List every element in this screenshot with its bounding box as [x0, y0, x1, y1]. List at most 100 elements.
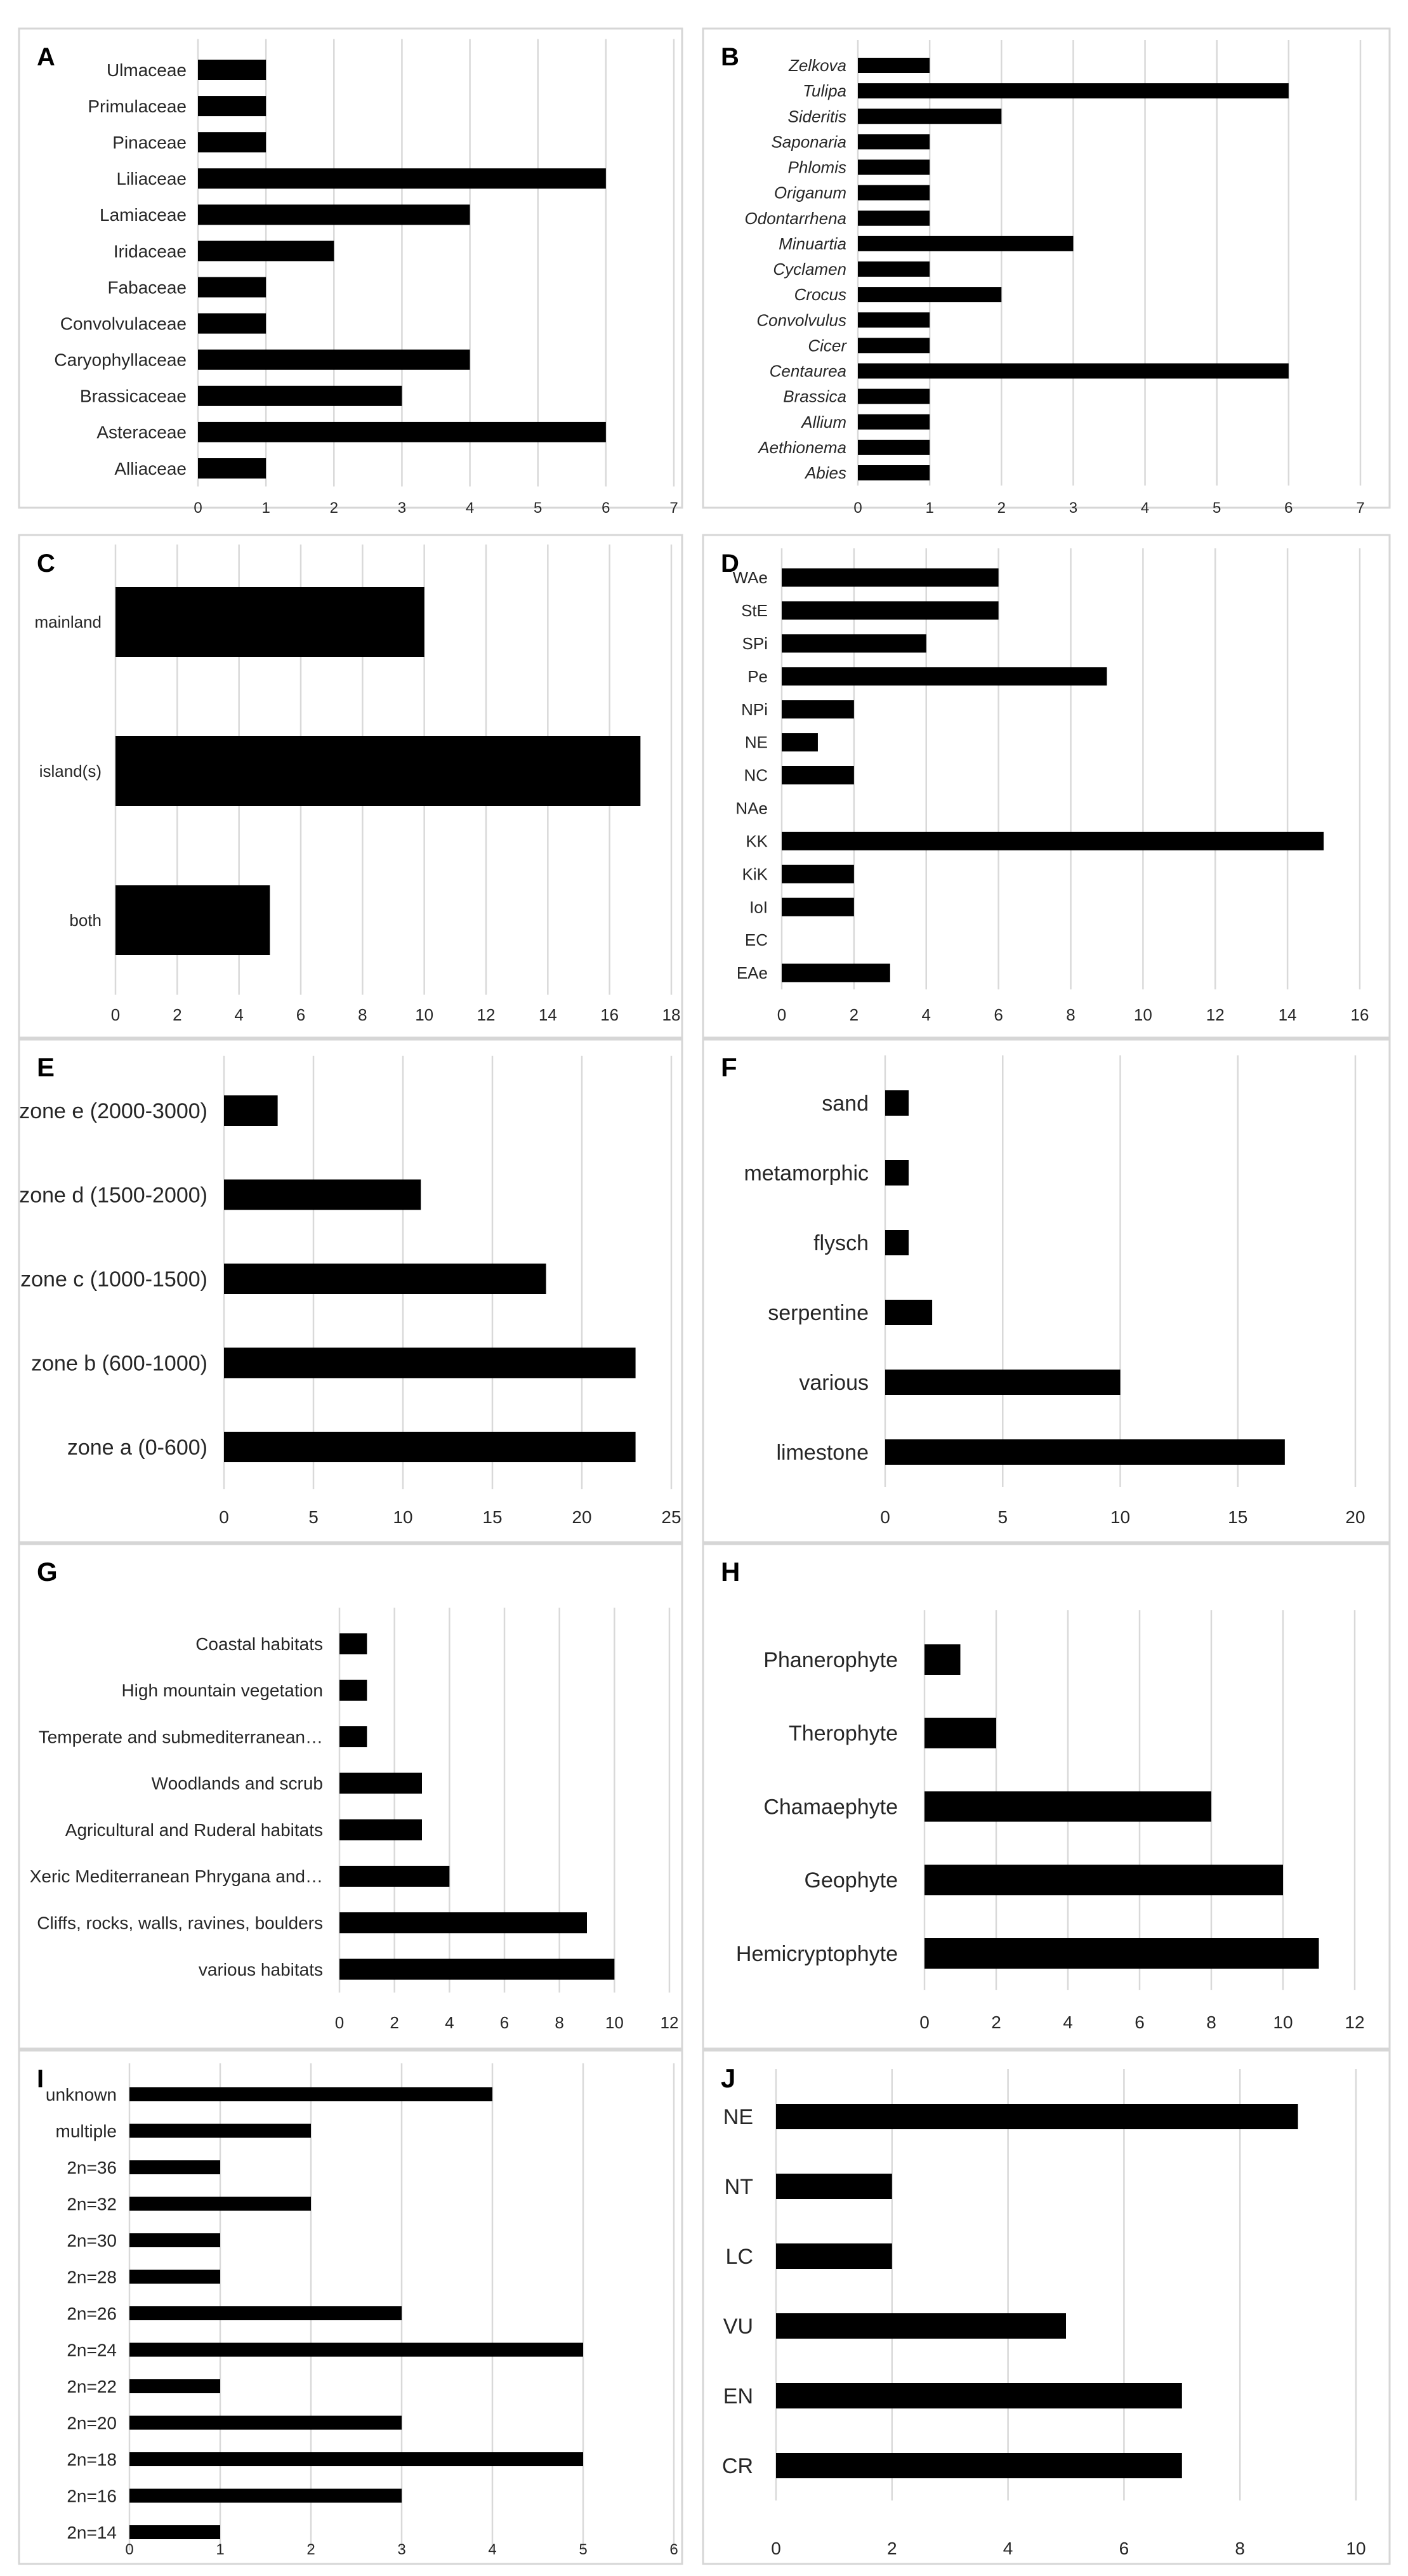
panel-e-tick-label-25: 25 — [661, 1507, 681, 1527]
panel-a-tick-label-7: 7 — [669, 499, 678, 517]
panel-j-bar-ne — [776, 2104, 1298, 2129]
panel-j-frame — [702, 2049, 1391, 2565]
panel-h-tick-label-10: 10 — [1273, 2012, 1293, 2032]
panel-a-bar-pinaceae — [198, 132, 266, 153]
panel-j-category-label-ne: NE — [723, 2105, 753, 2129]
panel-d-bar-npi — [782, 700, 854, 719]
panel-b-tick-label-4: 4 — [1141, 499, 1149, 517]
panel-j-category-label-nt: NT — [725, 2175, 753, 2199]
panel-d-category-label-spi: SPi — [742, 634, 768, 653]
panel-c-tick-label-16: 16 — [600, 1005, 619, 1024]
panel-e-letter: E — [37, 1052, 55, 1082]
panel-b: B 0 1 2 3 4 5 6 7 Zelkova Tulipa Sideritis Saponaria… — [702, 27, 1391, 517]
panel-a-category-label-convolvulaceae: Convolvulaceae — [60, 314, 187, 333]
panel-d-category-label-ne: NE — [745, 733, 768, 752]
panel-b-category-label-convolvulus: Convolvulus — [756, 310, 846, 329]
panel-f-tick-label-10: 10 — [1110, 1507, 1130, 1527]
panel-a-category-label-fabaceae: Fabaceae — [107, 277, 187, 297]
panel-f-category-label-metamorphic: metamorphic — [744, 1161, 869, 1186]
panel-a-bar-alliaceae — [198, 458, 266, 479]
panel-a-category-label-pinaceae: Pinaceae — [112, 133, 187, 152]
panel-c-bar-both — [115, 885, 270, 955]
panel-a-category-label-alliaceae: Alliaceae — [114, 459, 187, 479]
panel-d-category-label-ioi: IoI — [749, 897, 768, 916]
panel-j-bar-vu — [776, 2313, 1066, 2339]
panel-e-category-label-zone-c-1000-1500: zone c (1000-1500) — [20, 1267, 207, 1291]
panel-f-bar-various — [885, 1370, 1121, 1395]
panel-f-tick-label-15: 15 — [1228, 1507, 1247, 1527]
panel-a-category-label-caryophyllaceae: Caryophyllaceae — [54, 350, 187, 370]
panel-i-bar-multiple — [129, 2124, 311, 2138]
panel-c-category-label-island-s: island(s) — [39, 762, 102, 781]
panel-h-category-label-hemicryptophyte: Hemicryptophyte — [736, 1942, 898, 1966]
panel-d-tick-label-4: 4 — [922, 1005, 931, 1024]
panel-b-bar-origanum — [858, 185, 930, 201]
panel-h-tick-label-6: 6 — [1135, 2012, 1145, 2032]
panel-g-tick-label-8: 8 — [555, 2013, 563, 2032]
panel-i-bar-2n-30 — [129, 2233, 220, 2247]
panel-d-category-label-kk: KK — [746, 831, 768, 850]
panel-b-tick-label-5: 5 — [1213, 499, 1221, 517]
panel-f-frame — [702, 1038, 1391, 1543]
panel-h-letter: H — [721, 1557, 740, 1587]
panel-h-bar-therophyte — [924, 1717, 996, 1748]
panel-d-category-label-ec: EC — [745, 930, 768, 949]
panel-g-tick-label-6: 6 — [500, 2013, 509, 2032]
panel-d-bar-ste — [782, 601, 999, 620]
panel-g-tick-label-10: 10 — [605, 2013, 624, 2032]
panel-d-bar-spi — [782, 634, 926, 653]
panel-f-bar-metamorphic — [885, 1160, 909, 1186]
panel-j-tick-label-2: 2 — [887, 2539, 897, 2558]
panel-j-category-label-vu: VU — [723, 2315, 753, 2339]
panel-f-bar-flysch — [885, 1230, 909, 1255]
panel-j-tick-label-10: 10 — [1346, 2539, 1365, 2558]
panel-e-category-label-zone-a-0-600: zone a (0-600) — [67, 1436, 207, 1460]
panel-i-bar-2n-16 — [129, 2488, 402, 2503]
panel-f: F 0 5 10 15 20 sand metamorphic flysch serpentine… — [702, 1038, 1391, 1543]
panel-b-frame — [702, 27, 1391, 509]
panel-b-category-label-aethionema: Aethionema — [757, 438, 846, 457]
panel-f-tick-label-5: 5 — [997, 1507, 1008, 1527]
panel-i-letter: I — [37, 2065, 44, 2093]
panel-h-category-label-geophyte: Geophyte — [805, 1868, 898, 1892]
panel-i-bar-2n-22 — [129, 2379, 220, 2393]
panel-i-tick-label-4: 4 — [488, 2541, 496, 2558]
panel-a-tick-label-1: 1 — [261, 499, 270, 517]
panel-d-tick-label-16: 16 — [1351, 1005, 1369, 1024]
panel-g-tick-label-0: 0 — [335, 2013, 344, 2032]
panel-b-bar-odontarrhena — [858, 210, 930, 226]
panel-i-tick-label-1: 1 — [216, 2541, 224, 2558]
panel-i-bar-unknown — [129, 2087, 492, 2101]
panel-a-category-label-primulaceae: Primulaceae — [88, 96, 187, 116]
panel-b-bar-brassica — [858, 388, 930, 404]
panel-c-bar-island-s — [115, 736, 641, 806]
panel-d-category-label-wae: WAe — [733, 568, 768, 587]
panel-h-bar-phanerophyte — [924, 1644, 961, 1675]
panel-b-category-label-crocus: Crocus — [794, 285, 846, 304]
panel-a-category-label-liliaceae: Liliaceae — [116, 169, 187, 188]
panel-c-tick-label-6: 6 — [296, 1005, 305, 1024]
panel-a-category-label-lamiaceae: Lamiaceae — [100, 205, 187, 225]
panel-h-tick-label-2: 2 — [991, 2012, 1001, 2032]
panel-g-category-label-agricultural-and-ruderal-habitats: Agricultural and Ruderal habitats — [65, 1820, 323, 1840]
panel-a: A 0 1 2 3 4 5 6 7 Ulmaceae Primulaceae Pinaceae Lili… — [18, 27, 683, 517]
panel-i-bar-2n-14 — [129, 2525, 220, 2539]
panel-e-category-label-zone-e-2000-3000: zone e (2000-3000) — [19, 1099, 207, 1123]
panel-e-category-label-zone-b-600-1000: zone b (600-1000) — [31, 1351, 207, 1375]
panel-d-category-label-ste: StE — [741, 601, 768, 620]
panel-e-tick-label-15: 15 — [482, 1507, 502, 1527]
panel-d-tick-label-8: 8 — [1066, 1005, 1075, 1024]
panel-e-bar-zone-a-0-600 — [224, 1432, 636, 1462]
panel-a-tick-label-0: 0 — [194, 499, 202, 517]
panel-c-tick-label-10: 10 — [415, 1005, 433, 1024]
panel-d-category-label-pe: Pe — [747, 667, 768, 686]
panel-i-tick-label-3: 3 — [397, 2541, 405, 2558]
panel-d-bar-pe — [782, 667, 1107, 686]
panel-i-category-label-2n-36: 2n=36 — [67, 2158, 117, 2177]
panel-c-tick-label-0: 0 — [111, 1005, 120, 1024]
panel-c-category-label-both: both — [69, 911, 102, 930]
panel-d-bar-kk — [782, 831, 1324, 850]
panel-f-category-label-serpentine: serpentine — [768, 1301, 869, 1325]
panel-b-category-label-minuartia: Minuartia — [779, 234, 846, 253]
panel-i-bar-2n-18 — [129, 2452, 583, 2466]
